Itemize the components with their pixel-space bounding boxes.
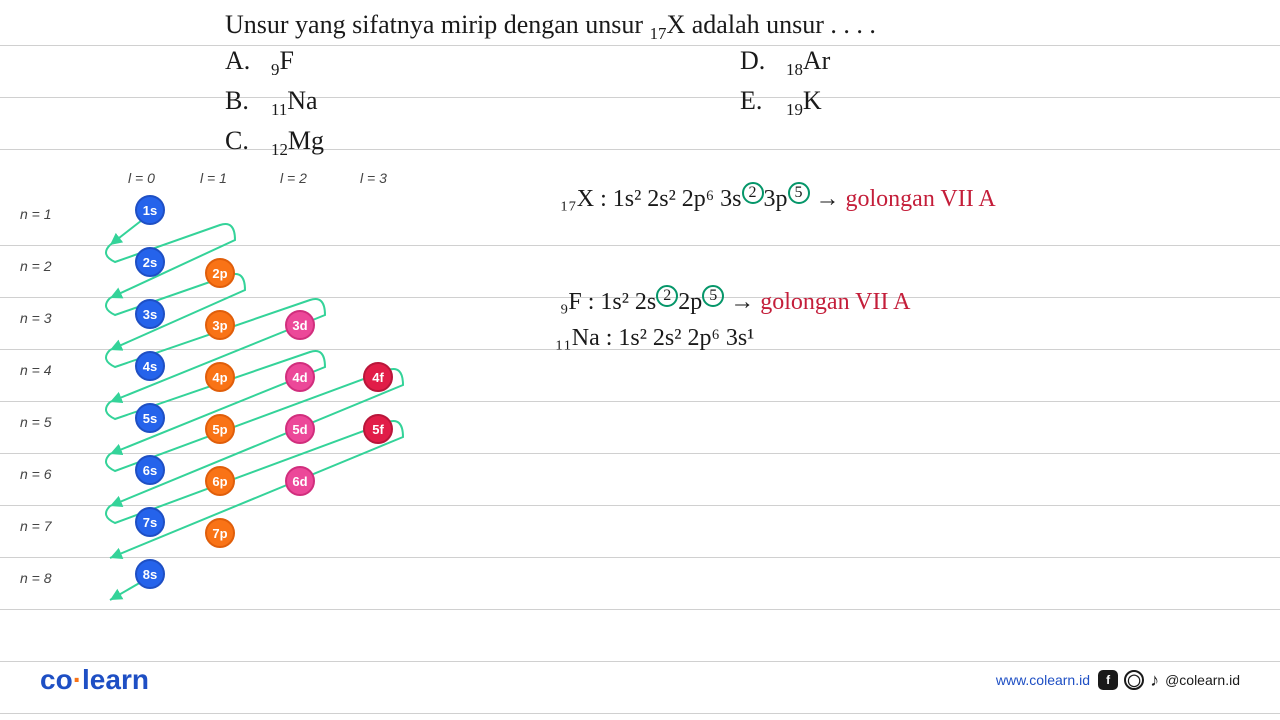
option-d: D. 18Ar: [740, 46, 830, 86]
option-letter: A.: [225, 46, 253, 76]
options-col1: A. 9F B. 11Na C. 12Mg: [225, 46, 324, 166]
options-col2: D. 18Ar E. 19K: [740, 46, 830, 126]
instagram-icon: ◯: [1124, 670, 1144, 690]
aufbau-svg: [20, 170, 460, 640]
question-text: Unsur yang sifatnya mirip dengan unsur 1…: [225, 10, 876, 44]
footer-url: www.colearn.id: [996, 672, 1090, 688]
orbital-7p: 7p: [205, 518, 235, 548]
option-b: B. 11Na: [225, 86, 324, 126]
handwriting-line-1: ₁₇X : 1s² 2s² 2p⁶ 3s23p5 → golongan VII …: [560, 182, 996, 213]
colearn-logo: co·learn: [40, 664, 149, 696]
orbital-6s: 6s: [135, 455, 165, 485]
question-sub: 17: [650, 24, 667, 43]
orbital-2s: 2s: [135, 247, 165, 277]
orbital-5s: 5s: [135, 403, 165, 433]
option-value: 9F: [271, 46, 294, 80]
option-letter: E.: [740, 86, 768, 116]
footer-socials: f ◯ ♪ @colearn.id: [1098, 670, 1240, 691]
option-a: A. 9F: [225, 46, 324, 86]
facebook-icon: f: [1098, 670, 1118, 690]
orbital-4d: 4d: [285, 362, 315, 392]
question-post: adalah unsur . . . .: [685, 10, 876, 39]
orbital-1s: 1s: [135, 195, 165, 225]
orbital-2p: 2p: [205, 258, 235, 288]
option-c: C. 12Mg: [225, 126, 324, 166]
option-value: 19K: [786, 86, 822, 120]
orbital-4s: 4s: [135, 351, 165, 381]
handwriting-line-3: ₁₁Na : 1s² 2s² 2p⁶ 3s¹: [555, 325, 754, 352]
orbital-6d: 6d: [285, 466, 315, 496]
orbital-5d: 5d: [285, 414, 315, 444]
orbital-3p: 3p: [205, 310, 235, 340]
question-sym: X: [666, 10, 685, 39]
social-handle: @colearn.id: [1165, 672, 1240, 688]
option-letter: D.: [740, 46, 768, 76]
handwriting-line-2: ₉F : 1s² 2s22p5 → golongan VII A: [560, 285, 910, 316]
orbital-5f: 5f: [363, 414, 393, 444]
orbital-6p: 6p: [205, 466, 235, 496]
orbital-7s: 7s: [135, 507, 165, 537]
orbital-8s: 8s: [135, 559, 165, 589]
orbital-4f: 4f: [363, 362, 393, 392]
orbital-5p: 5p: [205, 414, 235, 444]
tiktok-icon: ♪: [1150, 670, 1159, 691]
orbital-3d: 3d: [285, 310, 315, 340]
option-value: 12Mg: [271, 126, 324, 160]
option-letter: C.: [225, 126, 253, 156]
option-e: E. 19K: [740, 86, 830, 126]
orbital-4p: 4p: [205, 362, 235, 392]
orbital-3s: 3s: [135, 299, 165, 329]
footer: co·learn www.colearn.id f ◯ ♪ @colearn.i…: [0, 660, 1280, 700]
option-value: 18Ar: [786, 46, 830, 80]
option-value: 11Na: [271, 86, 318, 120]
question-pre: Unsur yang sifatnya mirip dengan unsur: [225, 10, 650, 39]
option-letter: B.: [225, 86, 253, 116]
aufbau-diagram: [20, 170, 460, 640]
